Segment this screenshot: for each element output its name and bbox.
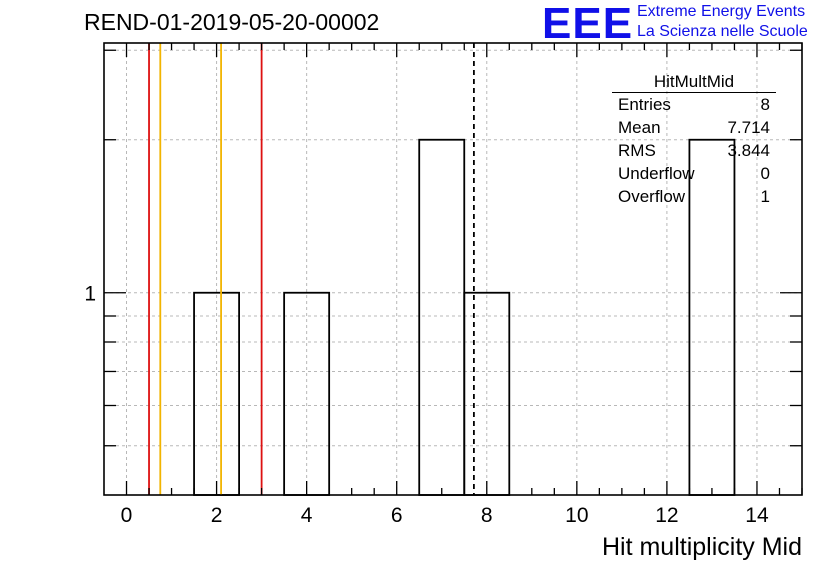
x-tick-label: 10 (565, 504, 588, 527)
stats-box: HitMultMid Entries 8 Mean 7.714 RMS 3.84… (612, 72, 776, 208)
x-tick-label: 4 (301, 504, 313, 527)
x-axis-label: Hit multiplicity Mid (601, 533, 802, 561)
stats-label: Mean (618, 118, 661, 137)
stats-row-underflow: Underflow 0 (612, 162, 776, 185)
x-tick-label: 12 (655, 504, 678, 527)
stats-value: 0 (760, 164, 770, 183)
stats-row-entries: Entries 8 (612, 93, 776, 116)
stats-box-title: HitMultMid (612, 72, 776, 93)
stats-value: 8 (760, 95, 770, 114)
eee-logo: EEE (542, 0, 634, 48)
axis-ticks (104, 43, 803, 495)
stats-row-rms: RMS 3.844 (612, 139, 776, 162)
chart-title: REND-01-2019-05-20-00002 (84, 9, 380, 35)
stats-label: Overflow (618, 187, 686, 206)
marker-lines (148, 43, 475, 495)
x-tick-label: 6 (391, 504, 403, 527)
stats-row-overflow: Overflow 1 (612, 185, 776, 208)
stats-row-mean: Mean 7.714 (612, 116, 776, 139)
tick-labels: 0 2 4 6 8 10 12 14 1 (84, 283, 769, 527)
plot-frame (103, 42, 803, 496)
histogram-bin (418, 138, 466, 496)
stats-value: 1 (760, 187, 770, 206)
logo-tagline-2: La Scienza nelle Scuole (637, 23, 808, 40)
stats-value: 3.844 (727, 141, 770, 160)
x-tick-label: 0 (121, 504, 133, 527)
stats-label: RMS (618, 141, 656, 160)
x-tick-label: 8 (481, 504, 493, 527)
x-tick-label: 2 (211, 504, 223, 527)
stats-label: Underflow (618, 164, 695, 183)
stats-value: 7.714 (727, 118, 770, 137)
x-tick-label: 14 (745, 504, 769, 527)
stats-label: Entries (618, 95, 671, 114)
logo-tagline-1: Extreme Energy Events (637, 3, 806, 20)
y-tick-label: 1 (84, 283, 96, 306)
